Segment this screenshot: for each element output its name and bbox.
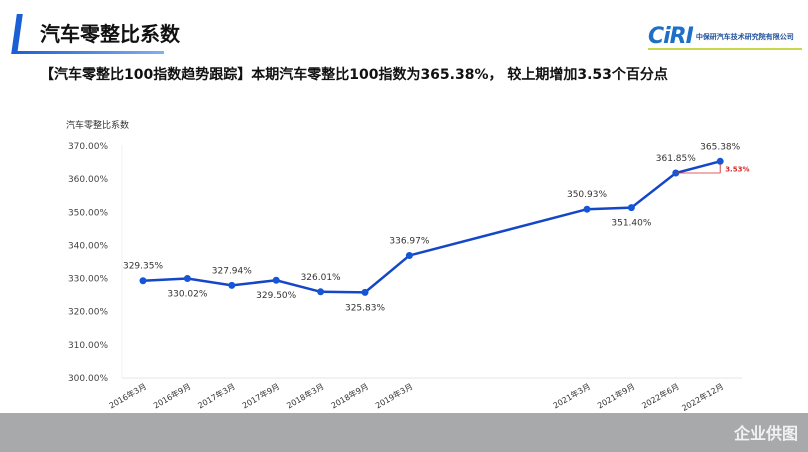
data-point xyxy=(228,281,236,289)
data-point xyxy=(627,204,635,212)
y-tick-label: 350.00% xyxy=(68,208,108,218)
annotation-label: 3.53% xyxy=(725,165,749,173)
logo: CiRI 中保研汽车技术研究院有限公司 xyxy=(648,24,794,49)
x-tick-label: 2018年3月 xyxy=(285,381,326,410)
x-tick-label: 2022年12月 xyxy=(680,381,725,413)
data-label: 365.38% xyxy=(700,142,740,152)
page-title: 汽车零整比系数 xyxy=(40,22,180,46)
bottom-band xyxy=(0,413,808,452)
data-point xyxy=(361,288,369,296)
y-tick-label: 340.00% xyxy=(68,241,108,251)
y-tick-label: 370.00% xyxy=(68,142,108,152)
data-point xyxy=(716,157,724,165)
x-tick-label: 2022年6月 xyxy=(640,381,681,410)
data-label: 336.97% xyxy=(389,236,429,246)
x-tick-label: 2021年9月 xyxy=(596,381,637,410)
x-tick-label: 2017年9月 xyxy=(240,381,281,410)
data-label: 326.01% xyxy=(301,273,341,283)
x-tick-label: 2019年3月 xyxy=(374,381,415,410)
data-point xyxy=(405,251,413,259)
slide-frame xyxy=(12,8,802,418)
y-tick-label: 320.00% xyxy=(68,308,108,318)
x-tick-label: 2017年3月 xyxy=(196,381,237,410)
x-tick-label: 2016年3月 xyxy=(107,381,148,410)
data-label: 351.40% xyxy=(611,219,651,229)
title-underline xyxy=(14,51,164,54)
data-point xyxy=(139,277,147,285)
y-axis-label: 汽车零整比系数 xyxy=(66,119,129,131)
x-tick-label: 2021年3月 xyxy=(551,381,592,410)
data-label: 330.02% xyxy=(167,290,207,300)
y-tick-label: 330.00% xyxy=(68,275,108,285)
y-tick-label: 360.00% xyxy=(68,175,108,185)
data-label: 327.94% xyxy=(212,266,252,276)
data-label: 325.83% xyxy=(345,303,385,313)
data-point xyxy=(583,205,591,213)
x-tick-label: 2018年9月 xyxy=(329,381,370,410)
watermark: 企业供图 xyxy=(733,424,798,443)
logo-text: 中保研汽车技术研究院有限公司 xyxy=(695,32,794,41)
data-point xyxy=(183,275,191,283)
data-label: 329.35% xyxy=(123,262,163,272)
logo-mark: CiRI xyxy=(648,24,694,49)
x-tick-label: 2016年9月 xyxy=(152,381,193,410)
data-label: 329.50% xyxy=(256,291,296,301)
y-tick-label: 300.00% xyxy=(68,374,108,384)
data-label: 361.85% xyxy=(656,154,696,164)
headline: 【汽车零整比100指数趋势跟踪】本期汽车零整比100指数为365.38%， 较上… xyxy=(40,67,668,83)
data-label: 350.93% xyxy=(567,190,607,200)
data-point xyxy=(272,276,280,284)
data-point xyxy=(317,288,325,296)
logo-underline xyxy=(648,48,802,50)
y-tick-label: 310.00% xyxy=(68,341,108,351)
